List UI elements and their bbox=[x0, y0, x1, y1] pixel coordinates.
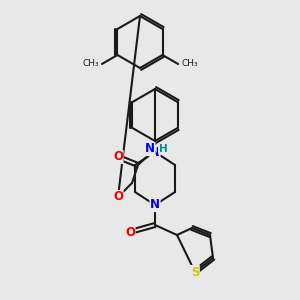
Text: N: N bbox=[150, 199, 160, 212]
Text: CH₃: CH₃ bbox=[82, 59, 99, 68]
Text: N: N bbox=[150, 146, 160, 158]
Text: CH₃: CH₃ bbox=[181, 59, 198, 68]
Text: O: O bbox=[113, 151, 123, 164]
Text: H: H bbox=[159, 144, 167, 154]
Text: O: O bbox=[125, 226, 135, 238]
Text: N: N bbox=[145, 142, 155, 155]
Text: O: O bbox=[113, 190, 123, 203]
Text: S: S bbox=[191, 266, 199, 278]
